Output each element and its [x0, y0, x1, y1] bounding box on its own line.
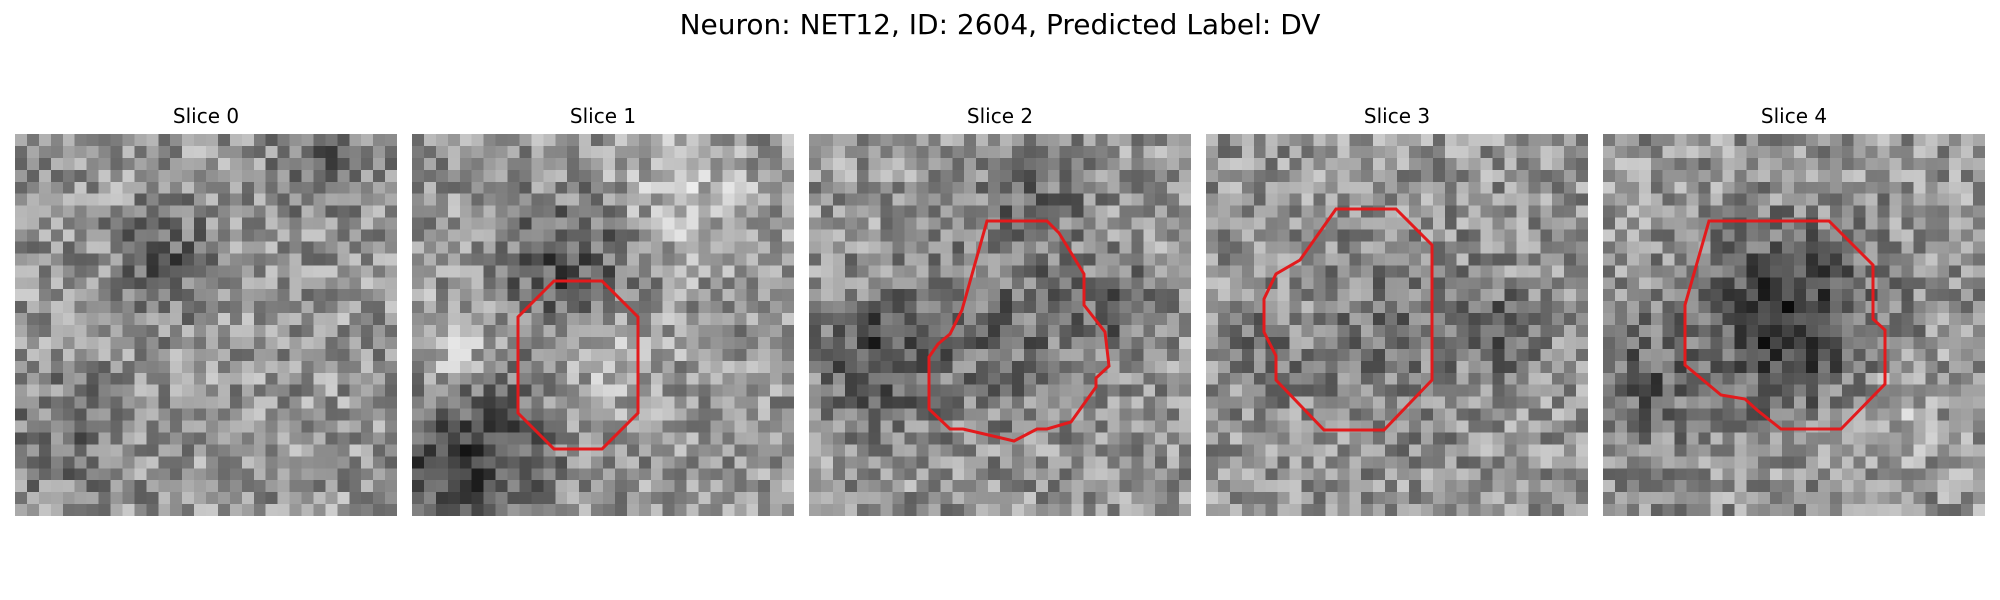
slice-title-4: Slice 4: [1760, 104, 1828, 128]
roi-contour-3: [1262, 207, 1434, 432]
slice-image-0: [15, 134, 397, 516]
slice-title-2: Slice 2: [966, 104, 1034, 128]
slice-image-2: [809, 134, 1191, 516]
slice-image-1: [412, 134, 794, 516]
roi-contour-2: [927, 219, 1111, 443]
roi-contour-1: [516, 279, 640, 451]
slice-image-3: [1206, 134, 1588, 516]
slice-panel-1: Slice 1: [412, 104, 794, 516]
slice-title-0: Slice 0: [172, 104, 240, 128]
slice-image-4: [1603, 134, 1985, 516]
slice-panel-2: Slice 2: [809, 104, 1191, 516]
slice-panel-4: Slice 4: [1603, 104, 1985, 516]
slice-panel-0: Slice 0: [15, 104, 397, 516]
slice-panel-3: Slice 3: [1206, 104, 1588, 516]
figure-title: Neuron: NET12, ID: 2604, Predicted Label…: [679, 8, 1321, 41]
slice-title-1: Slice 1: [569, 104, 637, 128]
slice-title-3: Slice 3: [1363, 104, 1431, 128]
roi-contour-4: [1683, 219, 1887, 431]
